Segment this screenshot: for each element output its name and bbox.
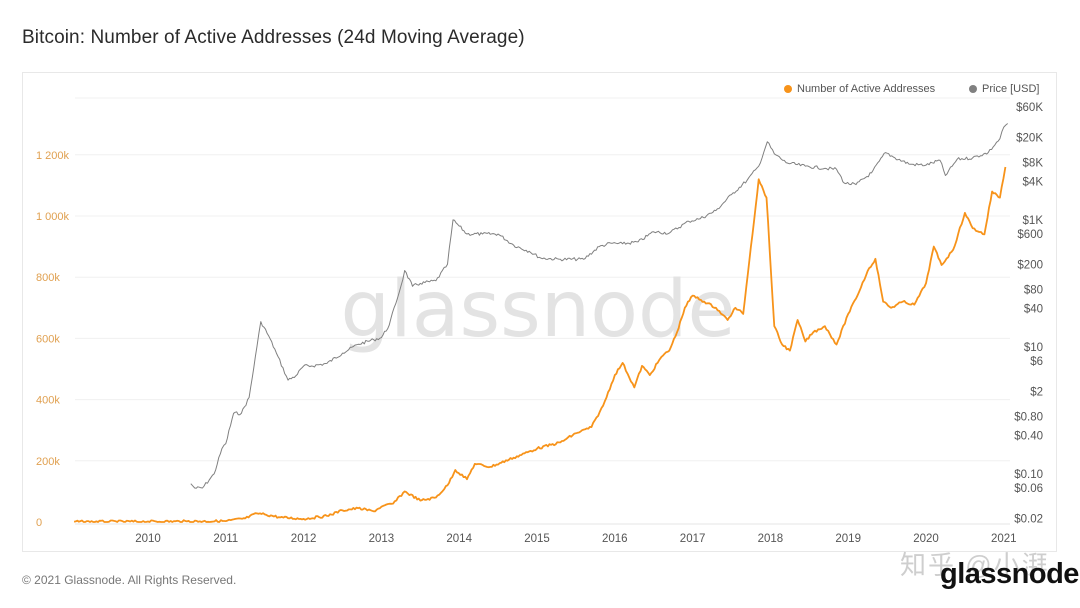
left-tick-label: 1 200k — [36, 150, 70, 162]
right-tick-label: $2 — [1030, 386, 1043, 398]
right-tick-label: $0.06 — [1014, 483, 1043, 495]
x-tick-label: 2010 — [135, 533, 161, 545]
watermark-text: glassnode — [341, 265, 736, 355]
right-tick-label: $8K — [1023, 158, 1044, 170]
x-tick-label: 2014 — [446, 533, 472, 545]
x-tick-label: 2020 — [913, 533, 939, 545]
price-line — [190, 123, 1009, 489]
right-tick-label: $1K — [1023, 215, 1044, 227]
right-tick-label: $6 — [1030, 356, 1043, 368]
x-tick-label: 2015 — [524, 533, 550, 545]
legend-item-price[interactable]: Price [USD] — [969, 83, 1039, 95]
right-tick-label: $20K — [1016, 132, 1043, 144]
x-tick-label: 2013 — [369, 533, 395, 545]
right-tick-label: $40 — [1024, 304, 1043, 316]
series-layer — [73, 123, 1009, 523]
left-tick-label: 800k — [36, 272, 60, 284]
left-tick-label: 0 — [36, 517, 42, 529]
right-tick-label: $80 — [1024, 285, 1043, 297]
right-tick-label: $600 — [1017, 229, 1043, 241]
right-tick-label: $10 — [1024, 342, 1043, 354]
copyright-footer: © 2021 Glassnode. All Rights Reserved. — [22, 573, 237, 587]
right-tick-label: $60K — [1016, 102, 1043, 114]
x-tick-label: 2011 — [213, 533, 238, 545]
legend-label-price: Price [USD] — [982, 83, 1040, 95]
brand-logo: glassnode — [940, 558, 1079, 590]
right-tick-label: $0.10 — [1014, 469, 1043, 481]
x-tick-label: 2012 — [291, 533, 317, 545]
page-title: Bitcoin: Number of Active Addresses (24d… — [22, 27, 525, 48]
x-tick-label: 2021 — [991, 533, 1017, 545]
active-addresses-line — [73, 166, 1007, 523]
legend-label-addresses: Number of Active Addresses — [797, 83, 936, 95]
right-tick-label: $200 — [1017, 259, 1043, 271]
legend-dot-gray-icon — [969, 85, 977, 93]
left-tick-label: 1 000k — [36, 211, 70, 223]
x-tick-label: 2018 — [758, 533, 784, 545]
right-tick-label: $4K — [1023, 177, 1044, 189]
left-tick-label: 600k — [36, 333, 60, 345]
legend-item-addresses[interactable]: Number of Active Addresses — [784, 83, 935, 95]
right-tick-label: $0.80 — [1014, 412, 1043, 424]
x-axis: 2010 2011 2012 2013 2014 2015 2016 2017 2018 2019… — [135, 533, 1016, 545]
zhihu-watermark: 知乎 @小湃 — [900, 550, 1050, 580]
x-tick-label: 2017 — [680, 533, 706, 545]
right-tick-label: $0.40 — [1014, 431, 1043, 443]
left-tick-label: 200k — [36, 456, 60, 468]
gridlines — [75, 97, 1010, 525]
right-axis: $60K $20K $8K $4K $1K $600 $200 $80 $40 $10 $6 $2 $0… — [1014, 102, 1043, 525]
left-axis: 0 200k 400k 600k 800k 1 000k 1 200k — [36, 150, 70, 529]
right-tick-label: $0.02 — [1014, 513, 1043, 525]
left-tick-label: 400k — [36, 395, 60, 407]
legend-dot-orange-icon — [784, 85, 792, 93]
x-tick-label: 2016 — [602, 533, 628, 545]
x-tick-label: 2019 — [835, 533, 861, 545]
chart-frame — [22, 72, 1057, 552]
